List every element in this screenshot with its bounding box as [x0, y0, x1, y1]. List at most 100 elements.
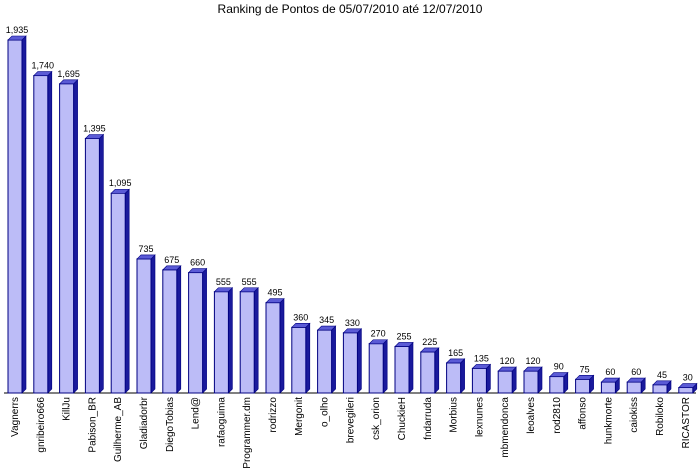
- category-label: Gladiadorbr: [139, 396, 150, 449]
- data-label: 60: [605, 367, 615, 377]
- data-label: 75: [580, 364, 590, 374]
- bar-top: [600, 377, 621, 383]
- bar-side: [150, 254, 156, 394]
- bar: [523, 370, 539, 394]
- bar: [84, 138, 100, 394]
- bar-top: [394, 342, 414, 347]
- data-label: 495: [267, 288, 282, 298]
- bar: [7, 39, 23, 394]
- bar-side: [279, 297, 285, 394]
- bar-top: [213, 287, 234, 293]
- bar: [342, 332, 358, 394]
- data-label: 1,740: [32, 61, 55, 71]
- bar-top: [162, 265, 182, 271]
- bar: [110, 192, 126, 394]
- chart-title: Ranking de Pontos de 05/07/2010 até 12/0…: [218, 2, 483, 16]
- bar: [446, 362, 462, 394]
- bar-top: [84, 134, 105, 139]
- category-label: RICASTOR: [681, 397, 692, 449]
- bar-top: [678, 383, 698, 388]
- bar-side: [382, 339, 388, 394]
- data-label: 555: [216, 277, 231, 287]
- bar-top: [110, 188, 130, 194]
- bar-top: [316, 325, 337, 331]
- bar-top: [626, 377, 646, 383]
- category-label: ChuckieH: [397, 397, 408, 440]
- bar-side: [99, 133, 104, 394]
- bar-top: [523, 366, 543, 372]
- bar: [549, 376, 565, 394]
- bar-top: [652, 380, 672, 386]
- data-label: 1,695: [57, 69, 80, 79]
- bar-side: [537, 366, 543, 394]
- bar-side: [73, 79, 78, 394]
- bar-side: [253, 287, 259, 394]
- category-label: o_olho: [320, 397, 331, 427]
- bar-side: [331, 325, 336, 394]
- data-label: 660: [190, 258, 205, 268]
- data-label: 60: [631, 367, 641, 377]
- bar: [575, 378, 591, 394]
- bar-top: [239, 287, 259, 293]
- bar-side: [305, 322, 311, 394]
- data-label: 345: [319, 315, 334, 325]
- bar-side: [47, 70, 53, 394]
- category-label: DiegoTobias: [165, 397, 176, 452]
- data-label: 45: [657, 370, 667, 380]
- data-label: 90: [554, 362, 564, 372]
- bar-side: [202, 267, 207, 394]
- bar: [162, 269, 178, 394]
- data-label: 30: [683, 373, 693, 383]
- category-label: rod2810: [552, 397, 563, 434]
- data-label: 120: [500, 356, 515, 366]
- category-label: csk_orion: [371, 397, 382, 440]
- bar-side: [176, 265, 182, 394]
- bar-top: [420, 347, 440, 353]
- category-label: Lend@: [191, 397, 202, 429]
- data-label: 330: [345, 318, 360, 328]
- bar: [291, 326, 307, 394]
- data-label: 555: [242, 277, 257, 287]
- category-label: Vagnerrs: [10, 397, 21, 437]
- bar-top: [342, 328, 363, 334]
- bar-top: [445, 358, 466, 364]
- bar-top: [7, 35, 27, 41]
- bar: [471, 367, 487, 394]
- category-label: leoalves: [526, 397, 537, 434]
- data-label: 735: [138, 244, 153, 254]
- bar: [317, 329, 333, 394]
- bar-side: [228, 287, 233, 394]
- category-label: rafaoguima: [216, 397, 227, 447]
- bar: [368, 343, 384, 394]
- bar-side: [511, 366, 517, 394]
- bar-top: [497, 366, 517, 372]
- data-label: 135: [474, 353, 489, 363]
- bar-top: [549, 372, 569, 377]
- category-label: mbmendonca: [500, 397, 511, 458]
- category-label: gnribeiro666: [36, 397, 47, 453]
- bar-top: [368, 339, 388, 345]
- data-label: 225: [422, 337, 437, 347]
- data-label: 360: [293, 312, 308, 322]
- bar: [33, 75, 49, 394]
- category-label: caiokiss: [629, 397, 640, 433]
- category-label: Pabison_BR: [87, 397, 98, 453]
- data-label: 1,395: [83, 124, 106, 134]
- bar-side: [408, 341, 414, 394]
- bar-top: [265, 298, 285, 303]
- bar: [678, 387, 694, 394]
- data-label: 675: [164, 255, 179, 265]
- bar-top: [187, 268, 208, 273]
- category-label: Mergonit: [294, 397, 305, 436]
- category-label: Robiloko: [655, 397, 666, 436]
- category-label: fndarruda: [423, 397, 434, 440]
- category-label: rodrizzo: [268, 397, 279, 433]
- bar-side: [486, 363, 491, 394]
- bar-top: [574, 375, 595, 380]
- bar: [497, 370, 513, 394]
- bar: [420, 351, 436, 394]
- category-label: Guilherme_AB: [113, 397, 124, 462]
- bar: [59, 83, 75, 394]
- data-label: 165: [448, 348, 463, 358]
- category-label: Morbius: [449, 397, 460, 433]
